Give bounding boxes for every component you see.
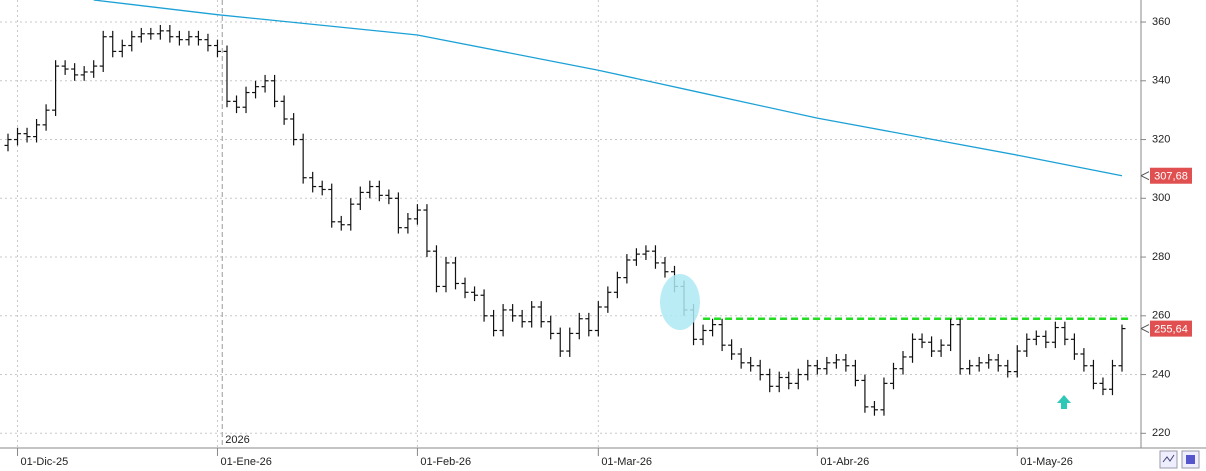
y-tick-label: 320 [1152, 133, 1170, 145]
x-tick-label: 01-Ene-26 [220, 456, 271, 468]
x-tick-label: 01-Dic-25 [21, 456, 69, 468]
moving-average-line [93, 0, 1123, 177]
plot-area [0, 0, 1141, 448]
price-pointer [1140, 171, 1150, 181]
y-tick-label: 280 [1152, 251, 1170, 263]
y-tick-label: 260 [1152, 310, 1170, 322]
x-tick-label: 01-Feb-26 [420, 456, 471, 468]
price-tag [1150, 167, 1192, 184]
save-icon [1186, 455, 1195, 464]
price-tag [1150, 320, 1192, 337]
price-tag-label: 307,68 [1154, 171, 1188, 183]
y-tick-label: 220 [1152, 427, 1170, 439]
x-tick-label: 01-Mar-26 [601, 456, 652, 468]
x-tick-label: 01-May-26 [1020, 456, 1073, 468]
y-tick-label: 240 [1152, 368, 1170, 380]
zoom-icon [1162, 454, 1175, 463]
year-label: 2026 [225, 434, 249, 446]
y-tick-label: 300 [1152, 192, 1170, 204]
y-tick-label: 340 [1152, 75, 1170, 87]
up-arrow [1057, 395, 1071, 409]
x-tick-label: 01-Abr-26 [820, 456, 869, 468]
price-tag-label: 255,64 [1154, 324, 1188, 336]
price-pointer [1140, 324, 1150, 334]
highlight-ellipse [660, 274, 700, 330]
y-tick-label: 360 [1152, 16, 1170, 28]
